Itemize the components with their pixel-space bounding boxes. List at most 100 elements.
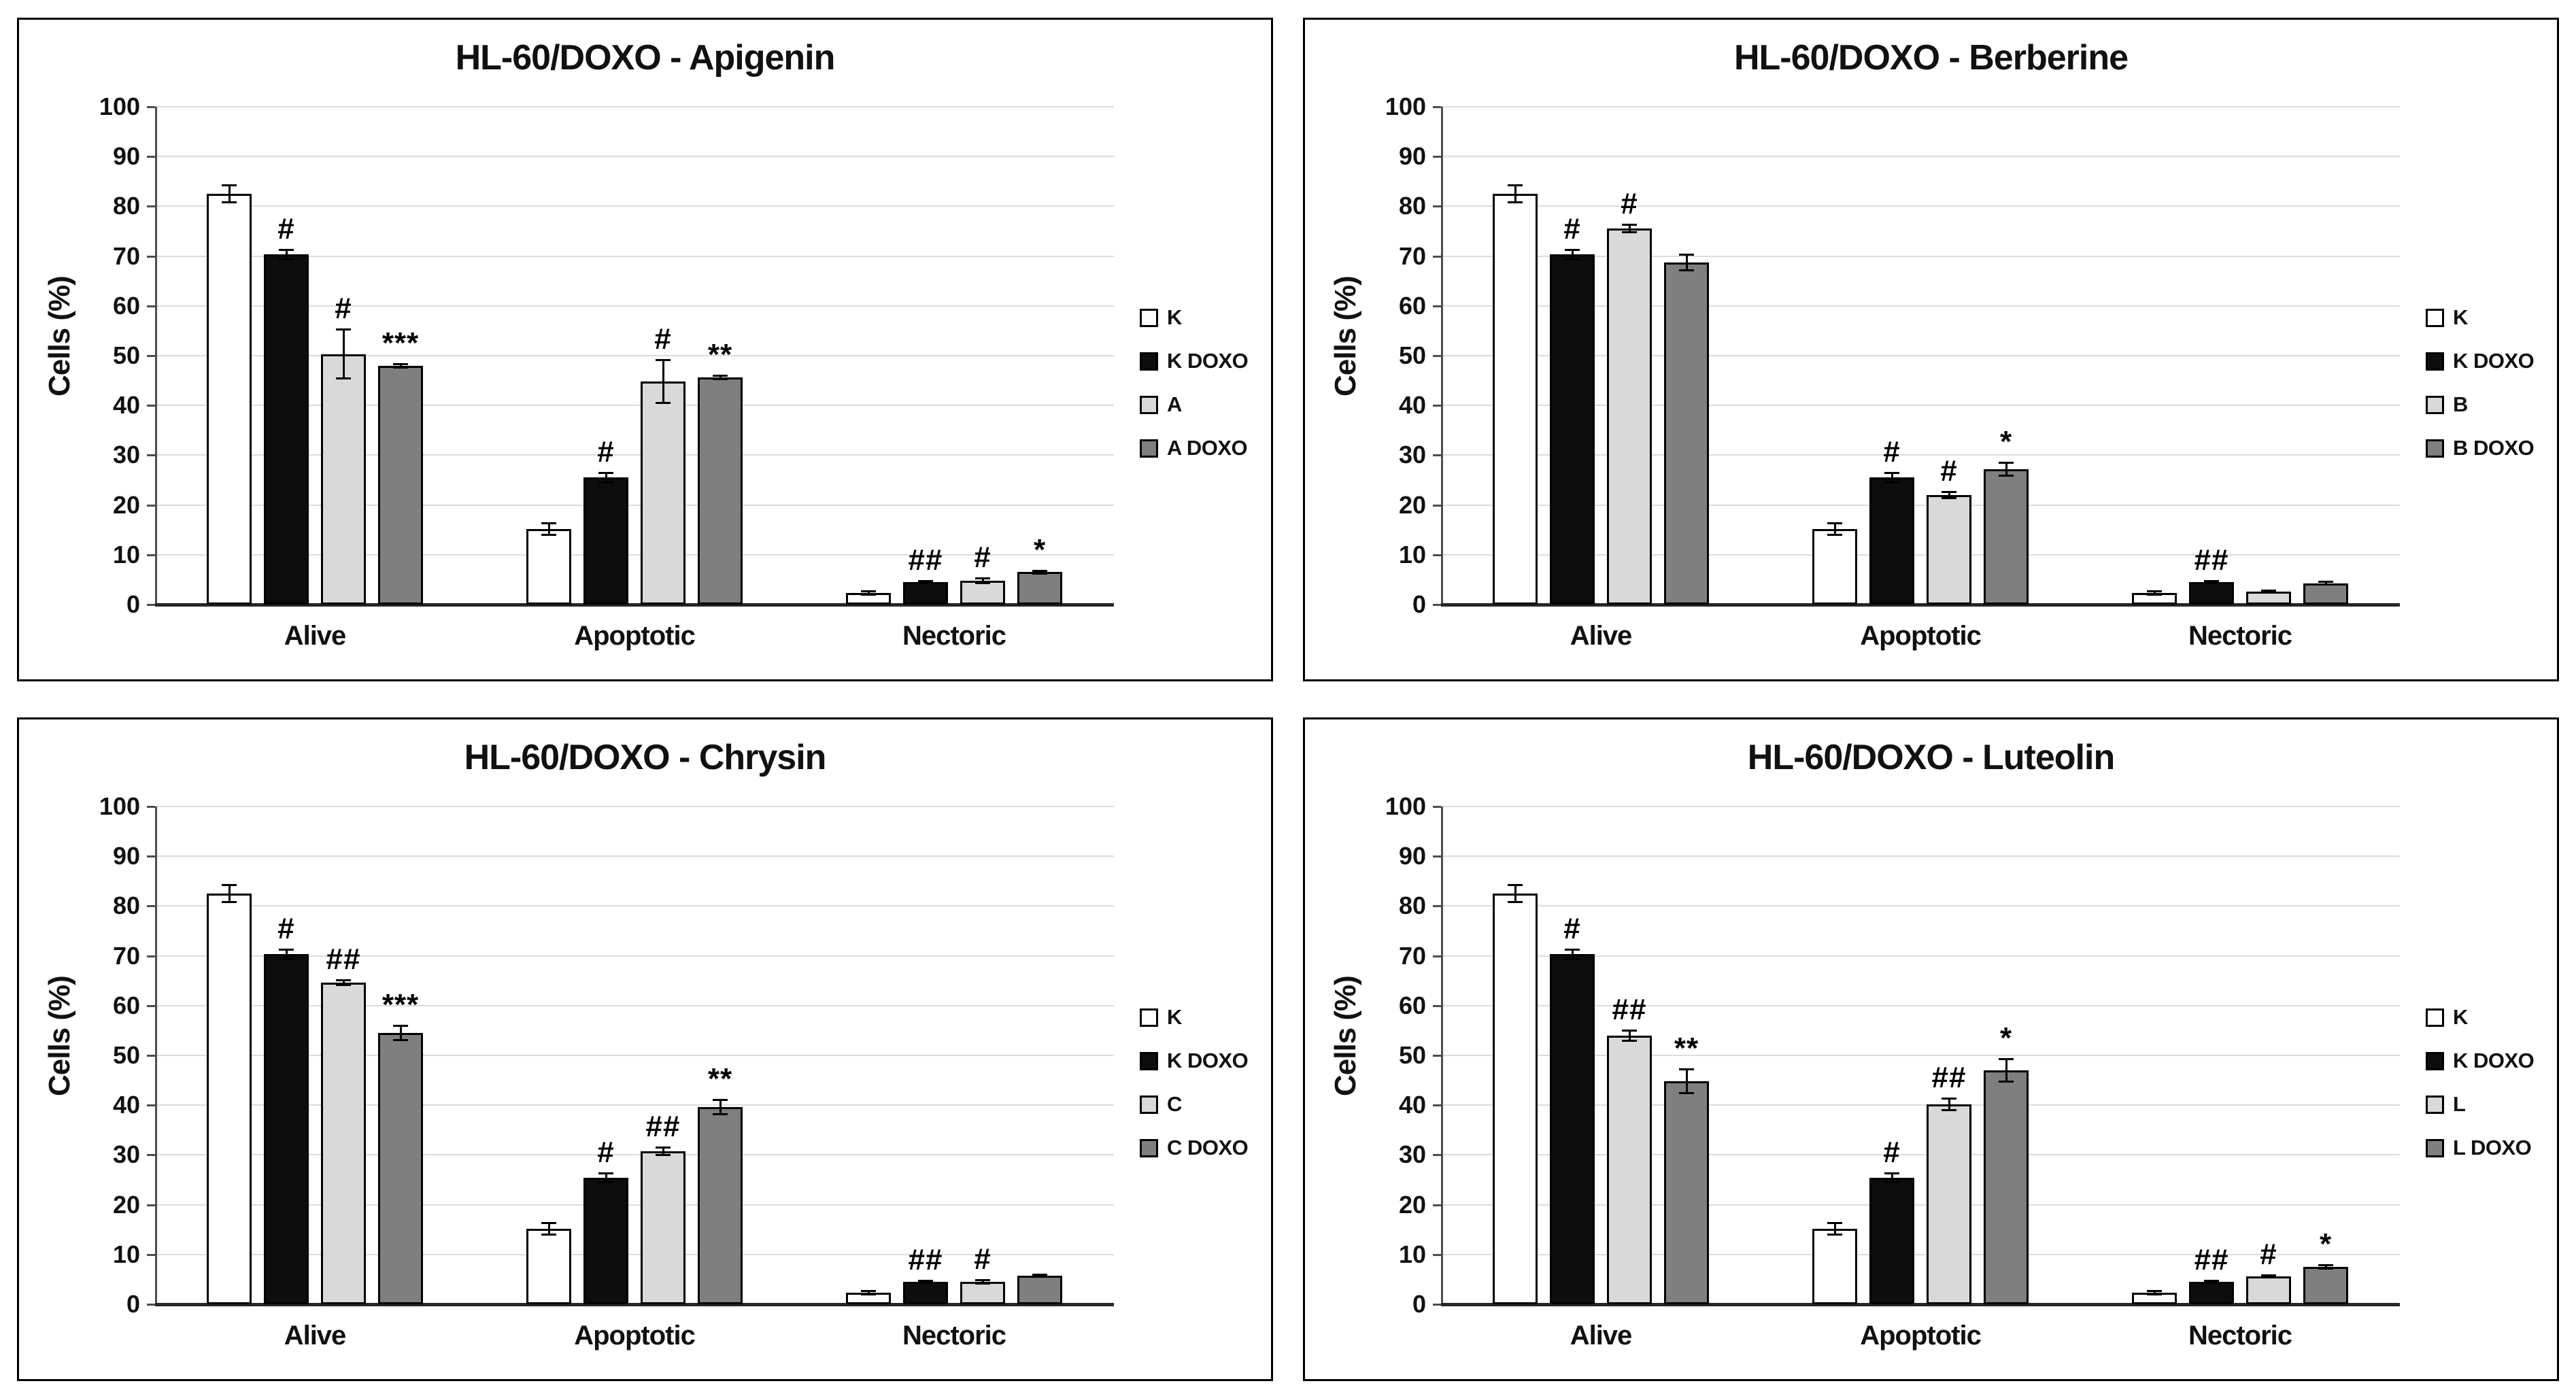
error-bar-cap bbox=[1827, 1221, 1842, 1224]
category-label: Apoptotic bbox=[574, 621, 696, 651]
error-bar-cap bbox=[541, 1221, 556, 1224]
significance-annotation: * bbox=[1999, 1021, 2013, 1055]
y-tick-label: 100 bbox=[99, 92, 140, 120]
error-bar-cap bbox=[1679, 1068, 1694, 1071]
significance-annotation: # bbox=[277, 912, 295, 946]
significance-annotation: ## bbox=[2194, 543, 2229, 577]
error-bar-cap bbox=[1622, 1039, 1637, 1042]
bar-c-doxo bbox=[378, 1033, 423, 1304]
gridline bbox=[1441, 205, 2400, 207]
significance-annotation: ** bbox=[707, 1062, 733, 1096]
error-bar bbox=[1948, 491, 1950, 499]
significance-annotation: ** bbox=[707, 338, 733, 372]
y-axis-tick bbox=[1433, 806, 1441, 808]
gridline bbox=[155, 905, 1114, 907]
legend-label: K DOXO bbox=[1167, 1049, 1249, 1072]
gridline bbox=[1441, 405, 2400, 407]
error-bar-cap bbox=[1508, 901, 1523, 904]
error-bar-cap bbox=[918, 579, 933, 582]
error-bar-cap bbox=[1508, 201, 1523, 204]
y-tick-label: 30 bbox=[1398, 441, 1426, 469]
error-bar-cap bbox=[713, 378, 728, 381]
bar-a bbox=[321, 354, 366, 605]
legend-item: K DOXO bbox=[2426, 1049, 2535, 1073]
y-axis-tick bbox=[147, 355, 155, 357]
bar-b-doxo bbox=[1984, 469, 2029, 605]
gridline bbox=[1441, 554, 2400, 556]
error-bar-cap bbox=[279, 949, 294, 951]
y-tick-label: 80 bbox=[1398, 892, 1426, 920]
category-label: Nectoric bbox=[902, 621, 1006, 651]
bar-k-doxo bbox=[2189, 1282, 2234, 1304]
y-tick-label: 60 bbox=[1398, 991, 1426, 1019]
significance-annotation: # bbox=[974, 541, 992, 575]
legend-item: K bbox=[1140, 305, 1182, 330]
gridline bbox=[155, 454, 1114, 456]
error-bar bbox=[285, 250, 288, 260]
significance-annotation: ## bbox=[1612, 992, 1647, 1026]
bar-l bbox=[1927, 1104, 1971, 1304]
error-bar bbox=[1891, 1172, 1893, 1183]
error-bar-cap bbox=[1622, 224, 1637, 226]
error-bar bbox=[228, 184, 231, 203]
y-axis-tick bbox=[1433, 454, 1441, 457]
bar-k-doxo bbox=[1869, 477, 1914, 605]
error-bar-cap bbox=[861, 590, 876, 593]
error-bar-cap bbox=[541, 533, 556, 536]
error-bar bbox=[867, 591, 870, 596]
gridline bbox=[155, 355, 1114, 356]
error-bar-cap bbox=[393, 1039, 408, 1042]
y-axis-tick bbox=[147, 1154, 155, 1157]
error-bar-cap bbox=[336, 328, 351, 331]
y-axis-tick bbox=[1433, 156, 1441, 158]
significance-annotation: ## bbox=[326, 943, 361, 977]
y-axis-tick bbox=[147, 806, 155, 808]
y-tick-label: 0 bbox=[126, 590, 140, 618]
significance-annotation: # bbox=[597, 1135, 615, 1169]
error-bar-cap bbox=[2147, 1290, 2162, 1293]
error-bar-cap bbox=[2204, 1279, 2219, 1282]
error-bar-cap bbox=[279, 249, 294, 252]
error-bar-cap bbox=[656, 358, 671, 361]
y-axis-tick bbox=[147, 955, 155, 957]
error-bar-cap bbox=[975, 1279, 990, 1282]
error-bar-cap bbox=[656, 1154, 671, 1157]
significance-annotation: # bbox=[1563, 212, 1581, 246]
category-label: Apoptotic bbox=[1860, 621, 1982, 651]
error-bar-cap bbox=[713, 1099, 728, 1102]
bar-c-doxo bbox=[698, 1107, 743, 1304]
significance-annotation: ## bbox=[1931, 1060, 1967, 1094]
y-tick-label: 80 bbox=[1398, 192, 1426, 220]
gridline bbox=[1441, 355, 2400, 356]
y-axis-tick bbox=[1433, 1104, 1441, 1107]
significance-annotation: *** bbox=[382, 988, 420, 1022]
error-bar-cap bbox=[861, 1293, 876, 1296]
legend-item: L DOXO bbox=[2426, 1136, 2532, 1160]
bar-a bbox=[960, 580, 1005, 605]
error-bar-cap bbox=[1679, 1091, 1694, 1094]
x-axis-line bbox=[155, 1303, 1114, 1306]
error-bar-cap bbox=[2204, 582, 2219, 585]
y-tick-label: 10 bbox=[1398, 1240, 1426, 1268]
category-label: Alive bbox=[284, 1321, 347, 1351]
error-bar-cap bbox=[1942, 1097, 1956, 1100]
error-bar-cap bbox=[2147, 590, 2162, 593]
y-axis-tick bbox=[1433, 106, 1441, 108]
legend-swatch-a-doxo bbox=[1140, 439, 1158, 458]
error-bar-cap bbox=[2147, 1293, 2162, 1296]
gridline bbox=[1441, 855, 2400, 858]
y-axis-line bbox=[155, 107, 157, 605]
gridline bbox=[155, 1204, 1114, 1206]
legend-label: L bbox=[2453, 1092, 2466, 1116]
significance-annotation: ** bbox=[1674, 1032, 1699, 1066]
error-bar-cap bbox=[1565, 249, 1580, 252]
y-tick-label: 40 bbox=[1398, 391, 1426, 420]
y-tick-label: 60 bbox=[112, 991, 140, 1019]
error-bar-cap bbox=[1999, 1080, 2014, 1083]
gridline bbox=[155, 1055, 1114, 1056]
error-bar-cap bbox=[1032, 570, 1047, 573]
gridline bbox=[155, 405, 1114, 407]
legend-label: A DOXO bbox=[1167, 436, 1248, 460]
y-tick-label: 90 bbox=[112, 842, 140, 870]
